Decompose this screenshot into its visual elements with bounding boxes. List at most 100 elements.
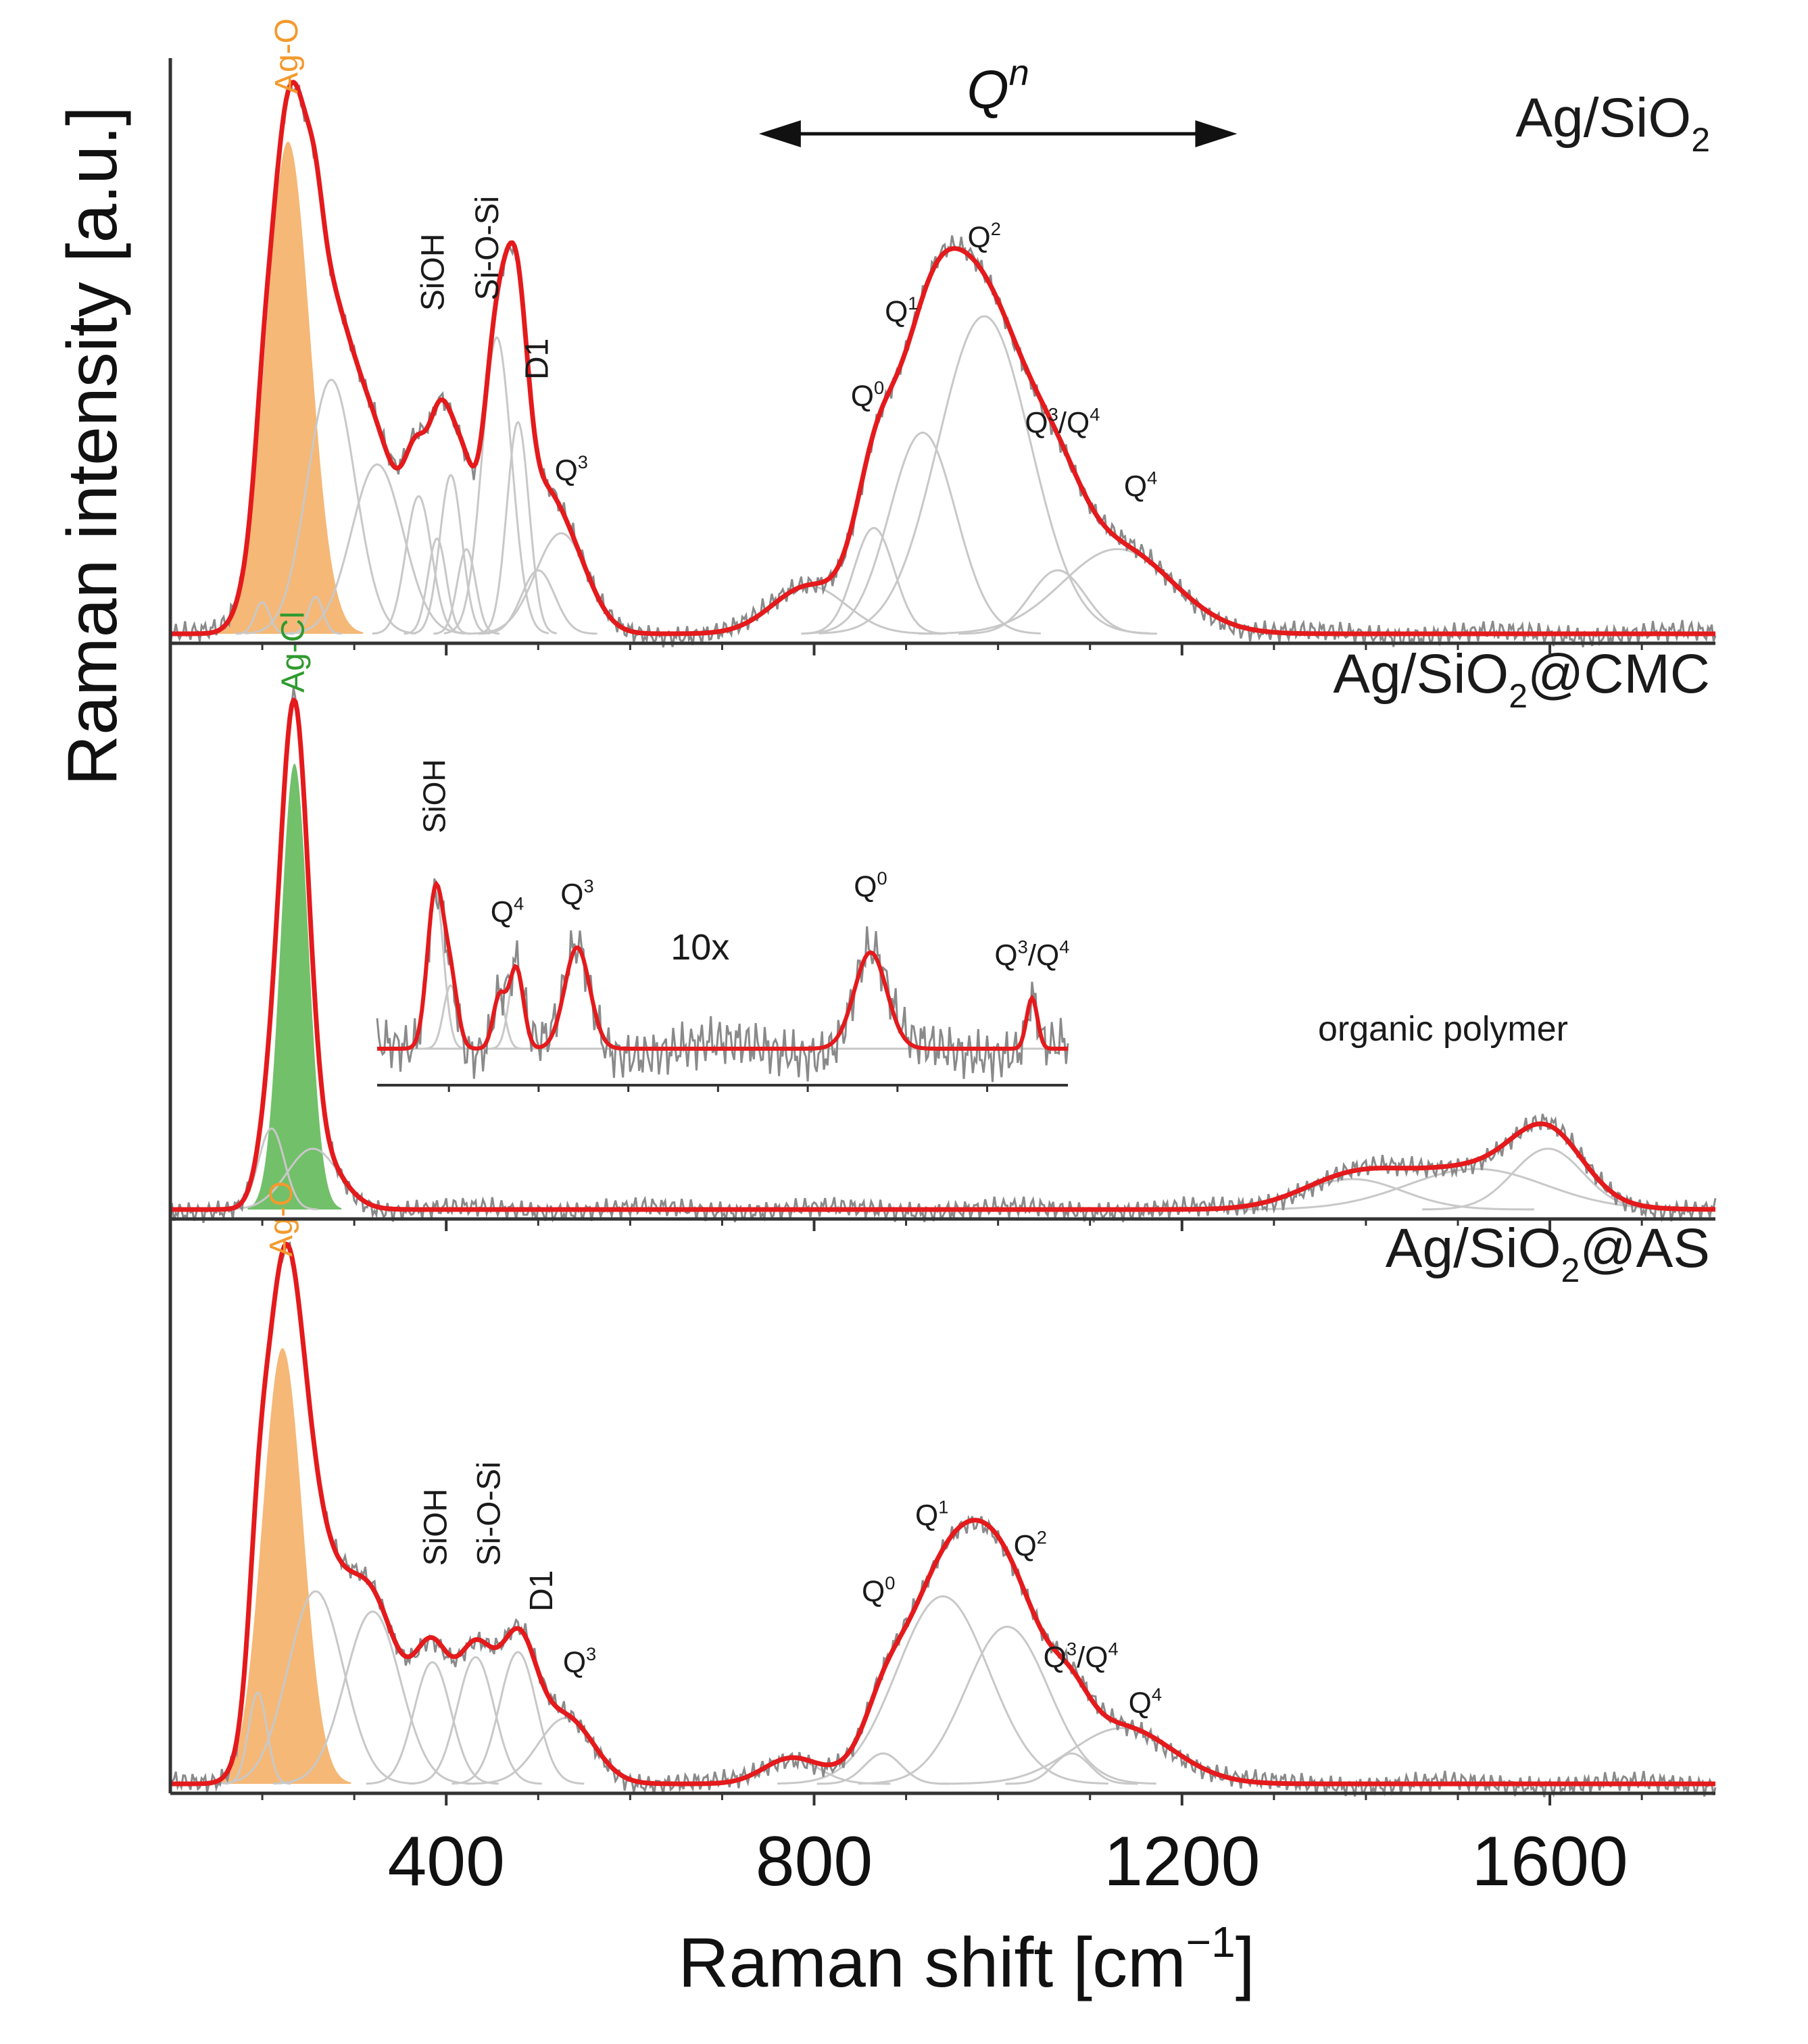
peak-label-ag-sio2-1: SiOH xyxy=(416,233,451,311)
component-peak-2 xyxy=(1170,1178,1534,1211)
peak-label-ag-sio2-as-8-sup2: 4 xyxy=(1108,1639,1118,1660)
sample-label-ag-sio2-cmc: Ag/SiO2@CMC xyxy=(1333,643,1710,715)
component-peak-2 xyxy=(273,1610,472,1785)
peak-label-ag-sio2-as-6-base: Q xyxy=(915,1499,938,1532)
peak-label-ag-sio2-as-1-text: SiOH xyxy=(418,1489,454,1566)
peak-label-ag-sio2-as-7: Q2 xyxy=(1014,1527,1047,1563)
filled-peak-ag-cl xyxy=(247,764,342,1210)
component-peak-3 xyxy=(366,1661,499,1785)
component-peak-5 xyxy=(451,1651,585,1785)
fit-spectrum xyxy=(170,80,1716,637)
inset-peak-label-1-sup: 4 xyxy=(514,893,524,914)
peak-label-ag-sio2-as-2-text: Si-O-Si xyxy=(472,1462,508,1566)
peak-label-ag-sio2-as-6: Q1 xyxy=(915,1497,948,1532)
peak-label-ag-sio2-9-base: Q xyxy=(1124,470,1147,503)
peak-label-ag-sio2-6: Q1 xyxy=(885,293,918,328)
y-axis-title: Raman intensity [a.u.] xyxy=(53,106,132,786)
sample-label-sub: 2 xyxy=(1561,1251,1580,1289)
peak-label-ag-sio2-as-8-sup: 3 xyxy=(1067,1639,1077,1660)
component-peak-1 xyxy=(216,1590,416,1785)
component-peak-8 xyxy=(443,336,549,634)
component-peak-10 xyxy=(479,569,597,635)
inset-peak-label-4-sup: 3 xyxy=(1018,936,1028,957)
sample-label-sub: 2 xyxy=(1691,121,1710,159)
peak-label-ag-sio2-0: Ag-O xyxy=(269,18,305,94)
peak-label-ag-sio2-9-sup: 4 xyxy=(1147,467,1157,488)
inset-raw-spectrum xyxy=(376,878,1069,1082)
component-peak-5 xyxy=(404,537,470,635)
qn-arrow-annotation: Qn xyxy=(758,53,1238,147)
raw-spectrum xyxy=(169,1241,1717,1798)
component-peak-10 xyxy=(858,1625,1156,1785)
peak-label-ag-sio2-as-4-base: Q xyxy=(563,1646,586,1679)
sample-label-main: Ag/SiO xyxy=(1333,643,1509,705)
peak-label-ag-sio2-as-4: Q3 xyxy=(563,1643,596,1679)
axes: 400 800 1200 1600 xyxy=(168,58,1715,1901)
inset-peak-label-0: SiOH xyxy=(416,759,451,833)
fit-spectrum xyxy=(170,1241,1716,1787)
inset-peak-label-1: Q4 xyxy=(491,893,524,929)
component-peak-6 xyxy=(466,1716,666,1785)
component-peak-11 xyxy=(1005,1752,1138,1785)
peak-label-ag-sio2-as-5: Q0 xyxy=(862,1572,895,1608)
peak-label-ag-sio2-as-4-sup: 3 xyxy=(586,1643,596,1664)
component-peak-4 xyxy=(372,495,465,635)
peak-label-ag-sio2-as-5-base: Q xyxy=(862,1575,885,1608)
inset-peak-label-2-base: Q xyxy=(560,878,583,911)
peak-label-ag-sio2-0-text: Ag-O xyxy=(269,18,305,94)
peak-label-ag-sio2-as-6-sup: 1 xyxy=(938,1497,948,1518)
x-tick-label-1200: 1200 xyxy=(1104,1822,1260,1901)
x-tick-label-400: 400 xyxy=(387,1822,505,1901)
peak-label-ag-sio2-4: Q3 xyxy=(555,451,588,487)
inset-peak-label-3-sup: 0 xyxy=(877,868,887,889)
inset-peak-label-4-base: Q xyxy=(994,939,1017,972)
inset-peak-label-2: Q3 xyxy=(560,875,593,911)
peak-label-ag-sio2-3-text: D1 xyxy=(519,339,555,380)
inset-peak-label-2-sup: 3 xyxy=(584,875,594,896)
component-peak-0 xyxy=(224,1691,291,1785)
component-peak-13 xyxy=(801,526,946,635)
peak-label-ag-sio2-as-9-base: Q xyxy=(1129,1687,1152,1720)
component-peak-9 xyxy=(478,420,558,634)
x-axis-title: Raman shift [cm−1] xyxy=(678,1918,1254,2002)
component-peak-4 xyxy=(1422,1147,1673,1211)
peak-label-ag-sio2-7: Q2 xyxy=(968,218,1001,254)
sample-label-main: Ag/SiO xyxy=(1515,87,1691,149)
peak-label-ag-sio2-7-sup: 2 xyxy=(991,218,1001,239)
peak-label-ag-sio2-4-sup: 3 xyxy=(578,451,588,472)
component-peak-3 xyxy=(284,463,470,635)
filled-peak-ag-o xyxy=(214,1348,351,1784)
peak-label-ag-sio2-8-slash: / xyxy=(1058,406,1067,439)
peak-label-ag-sio2-as-7-base: Q xyxy=(1014,1530,1037,1563)
peak-label-ag-sio2-7-base: Q xyxy=(968,221,991,254)
inset-peak-label-1-base: Q xyxy=(491,896,514,929)
peak-label-ag-sio2-as-5-sup: 0 xyxy=(885,1572,895,1593)
inset-peak-label-4-base2: Q xyxy=(1036,939,1059,972)
component-peak-16 xyxy=(958,569,1158,635)
peak-label-ag-sio2-as-7-sup: 2 xyxy=(1037,1527,1047,1548)
inset-peak-label-4: Q3/Q4 xyxy=(994,936,1069,972)
component-peak-15 xyxy=(819,315,1150,634)
peak-label-ag-sio2-1-text: SiOH xyxy=(416,233,451,311)
inset-component-2 xyxy=(477,997,522,1050)
peak-label-ag-sio2-as-9: Q4 xyxy=(1129,1684,1162,1720)
peak-label-ag-sio2-2-text: Si-O-Si xyxy=(470,196,506,301)
sample-label-suffix: @AS xyxy=(1580,1218,1710,1279)
peak-label-ag-sio2-5: Q0 xyxy=(851,377,884,413)
raw-spectrum xyxy=(169,687,1717,1224)
qn-arrow-label: Qn xyxy=(967,53,1029,120)
inset-peak-label-3: Q0 xyxy=(854,868,887,903)
inset-magnification: 10x xyxy=(670,927,729,968)
component-peak-9 xyxy=(777,1595,1108,1785)
component-peak-14 xyxy=(803,431,1041,634)
peak-label-ag-sio2-5-base: Q xyxy=(851,380,874,413)
peak-label-ag-sio2-4-base: Q xyxy=(555,454,578,487)
x-tick-label-800: 800 xyxy=(756,1822,873,1901)
qn-arrow-right-head xyxy=(1195,120,1238,147)
peak-label-ag-sio2-as-8-slash: / xyxy=(1077,1641,1085,1674)
sample-label-ag-sio2: Ag/SiO2 xyxy=(1515,87,1710,159)
